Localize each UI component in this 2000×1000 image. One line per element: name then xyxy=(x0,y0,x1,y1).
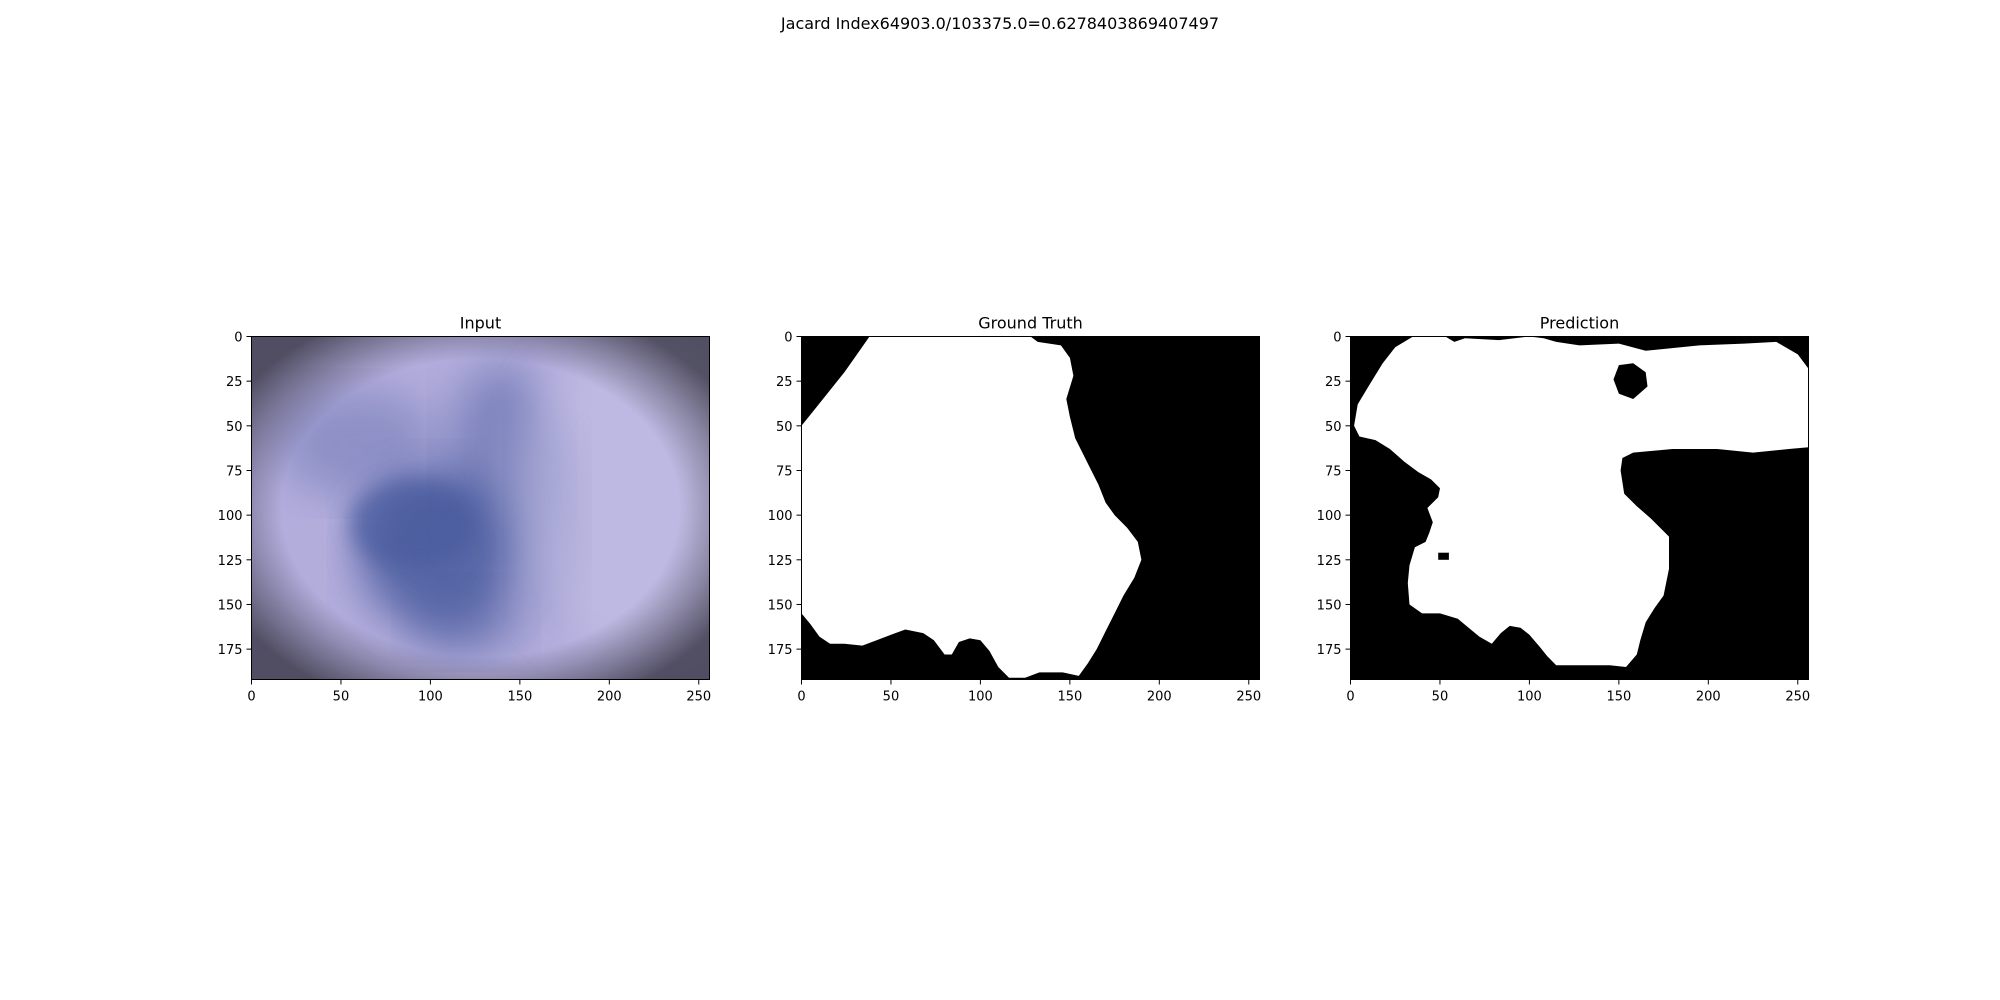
ground-truth-x-tick-label: 50 xyxy=(883,690,900,705)
ground-truth-y-tick-label: 0 xyxy=(784,331,792,346)
input-x-tick-label: 250 xyxy=(686,690,711,705)
input-x-tick-label: 200 xyxy=(597,690,622,705)
ground-truth-y-tick-label: 25 xyxy=(776,375,793,390)
prediction-x-tick-label: 50 xyxy=(1432,690,1449,705)
prediction-x-tick-label: 100 xyxy=(1517,690,1542,705)
ground-truth-y-tick-label: 150 xyxy=(768,598,793,613)
input-x-tick-label: 100 xyxy=(418,690,443,705)
input-panel: Input 0 50 100 150 200 250 0 25 50 75 100 125 150 175 xyxy=(218,314,712,705)
input-title: Input xyxy=(460,314,501,333)
ground-truth-x-tick-label: 0 xyxy=(797,690,805,705)
prediction-y-tick-label: 25 xyxy=(1325,375,1342,390)
input-y-tick-label: 175 xyxy=(218,643,243,658)
ground-truth-y-tick-label: 175 xyxy=(768,643,793,658)
input-x-tick-label: 50 xyxy=(333,690,350,705)
prediction-axes-frame xyxy=(1350,336,1809,680)
prediction-y-tick-label: 175 xyxy=(1317,643,1342,658)
input-y-tick-label: 0 xyxy=(234,331,242,346)
ground-truth-mask-region xyxy=(801,336,1142,678)
prediction-y-tick-label: 150 xyxy=(1317,598,1342,613)
prediction-mask-hole xyxy=(1613,363,1648,399)
input-axes-frame xyxy=(251,336,710,680)
prediction-y-tick-label: 125 xyxy=(1317,554,1342,569)
prediction-x-tick-label: 0 xyxy=(1346,690,1354,705)
figure-title: Jacard Index64903.0/103375.0=0.627840386… xyxy=(780,14,1220,33)
prediction-x-tick-label: 250 xyxy=(1785,690,1810,705)
prediction-mask-region xyxy=(1354,336,1809,667)
ground-truth-y-tick-label: 50 xyxy=(776,420,793,435)
prediction-x-tick-label: 200 xyxy=(1696,690,1721,705)
prediction-panel: Prediction 0 50 100 150 200 250 0 25 50 75 100 125 15… xyxy=(1317,314,1811,705)
ground-truth-x-tick-label: 250 xyxy=(1236,690,1261,705)
ground-truth-y-tick-label: 125 xyxy=(768,554,793,569)
prediction-y-tick-label: 50 xyxy=(1325,420,1342,435)
ground-truth-title: Ground Truth xyxy=(978,314,1083,333)
input-y-tick-label: 25 xyxy=(226,375,243,390)
ground-truth-x-tick-label: 200 xyxy=(1147,690,1172,705)
input-y-tick-label: 125 xyxy=(218,554,243,569)
ground-truth-x-tick-label: 150 xyxy=(1057,690,1082,705)
prediction-mask-speck xyxy=(1438,552,1449,560)
prediction-y-tick-label: 75 xyxy=(1325,464,1342,479)
input-image xyxy=(251,336,710,680)
ground-truth-y-tick-label: 100 xyxy=(768,509,793,524)
input-y-tick-label: 50 xyxy=(226,420,243,435)
ground-truth-y-tick-label: 75 xyxy=(776,464,793,479)
prediction-x-tick-label: 150 xyxy=(1606,690,1631,705)
ground-truth-axes-frame xyxy=(801,336,1260,680)
ground-truth-x-tick-label: 100 xyxy=(968,690,993,705)
prediction-y-tick-label: 0 xyxy=(1333,331,1341,346)
prediction-title: Prediction xyxy=(1540,314,1619,333)
input-y-tick-label: 75 xyxy=(226,464,243,479)
ground-truth-panel: Ground Truth 0 50 100 150 200 250 0 25 50 75 100 125… xyxy=(768,314,1262,705)
input-y-tick-label: 150 xyxy=(218,598,243,613)
input-x-tick-label: 0 xyxy=(247,690,255,705)
input-y-tick-label: 100 xyxy=(218,509,243,524)
prediction-y-tick-label: 100 xyxy=(1317,509,1342,524)
input-x-tick-label: 150 xyxy=(507,690,532,705)
